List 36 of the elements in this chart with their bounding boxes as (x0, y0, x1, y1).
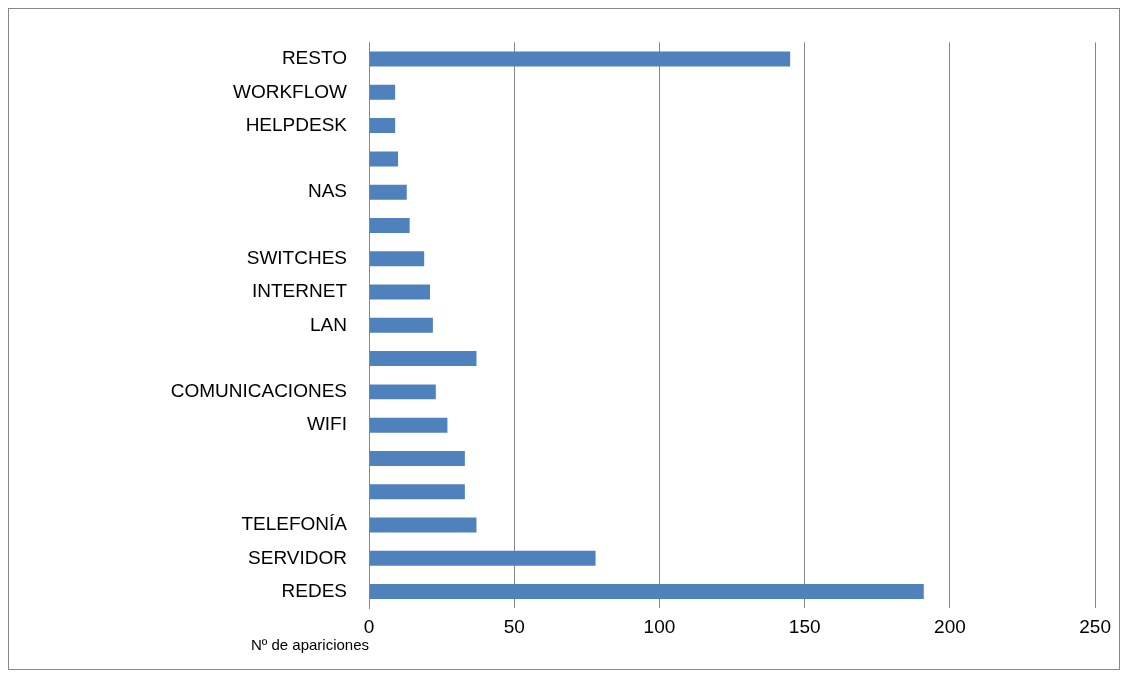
bar (369, 251, 425, 267)
bar (369, 517, 477, 533)
y-tick-label: RESTO (281, 47, 347, 69)
y-tick-label: WIFI (306, 413, 347, 435)
bar (369, 550, 596, 566)
y-tick-label: TELEFONÍA (241, 513, 348, 535)
bar (369, 484, 465, 500)
bar (369, 51, 791, 67)
bar (369, 118, 396, 134)
bar (369, 217, 410, 233)
y-tick-label: INTERNET (252, 280, 348, 302)
y-tick-label: NAS (307, 180, 347, 202)
x-tick-label: 100 (643, 615, 676, 637)
bar (369, 151, 399, 167)
x-axis-title: Nº de apariciones (250, 635, 369, 653)
x-tick-label: 200 (934, 615, 966, 637)
y-tick-label: REDES (281, 579, 347, 601)
y-tick-label: HELPDESK (245, 113, 348, 135)
bar (369, 317, 433, 333)
bar (369, 450, 465, 466)
x-tick-label: 250 (1079, 615, 1111, 637)
y-tick-label: COMUNICACIONES (170, 380, 347, 402)
bar (369, 584, 924, 600)
bar (369, 184, 407, 200)
y-tick-label: LAN (310, 313, 347, 335)
bar (369, 284, 430, 300)
y-tick-label: SWITCHES (246, 246, 347, 268)
y-tick-label: SERVIDOR (248, 546, 347, 568)
bar (369, 384, 436, 400)
bar (369, 351, 477, 367)
bar (369, 417, 448, 433)
x-tick-label: 0 (363, 615, 375, 637)
y-tick-label: WORKFLOW (233, 80, 348, 102)
x-tick-label: 150 (788, 615, 821, 637)
bar (369, 84, 396, 100)
x-tick-label: 50 (503, 615, 525, 637)
